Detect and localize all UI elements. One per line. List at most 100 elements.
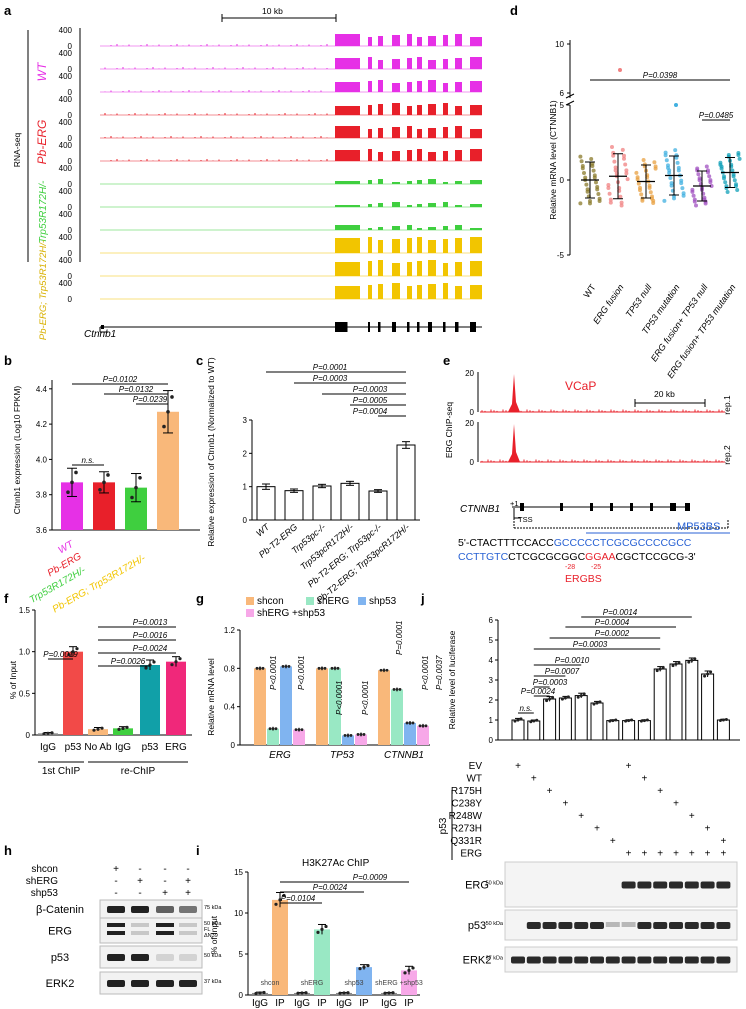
panel-f-point <box>117 727 121 731</box>
panel-i-xtick: IgG <box>252 998 268 1009</box>
panel-c-bar <box>256 486 276 521</box>
panel-f-point <box>42 732 46 736</box>
panel-j-plus: + <box>657 849 663 860</box>
panel-g-legend-swatch <box>358 597 366 605</box>
exon-peak <box>455 238 462 253</box>
exon-peak <box>443 182 448 184</box>
panel-b-pval: P=0.0132 <box>119 385 154 394</box>
exon-peak <box>407 58 412 69</box>
panel-h: h shcon + - - -shERG - + - +shp53- - + +β-CateninER… <box>4 843 222 995</box>
panel-d-point <box>590 163 595 168</box>
panel-j-point <box>703 674 707 678</box>
panel-f-bar <box>140 665 160 735</box>
blot-band <box>700 956 715 964</box>
blot-band <box>605 956 620 964</box>
exon-peak <box>368 285 372 299</box>
exon-peak <box>443 59 448 69</box>
panel-j-point <box>551 695 555 699</box>
panel-d-point <box>692 199 697 204</box>
gene-exon <box>560 503 563 511</box>
panel-d-point <box>597 199 602 204</box>
track-a-tick-0: 0 <box>68 226 73 235</box>
exon-peak <box>368 180 372 184</box>
blot-band <box>131 980 149 987</box>
exon-peak <box>378 203 383 207</box>
track-a-tick-400: 400 <box>59 279 73 288</box>
blot-band <box>526 922 541 929</box>
panel-j-plus: + <box>720 836 726 847</box>
blot-band <box>669 881 683 889</box>
panel-b-point <box>98 487 102 492</box>
seq-line-1: 5'-CTACTTTCCACCGCCCCCTCGCGCCCCGCC <box>458 537 692 549</box>
panel-j-point <box>645 718 649 722</box>
panel-c-ytick: 3 <box>243 416 248 425</box>
panel-g-point <box>336 666 340 670</box>
exon-peak <box>378 240 383 253</box>
exon-peak <box>417 285 422 299</box>
panel-d-point <box>596 192 601 197</box>
panel-j-pval: P=0.0002 <box>595 629 630 638</box>
panel-d-point <box>696 172 701 177</box>
panel-j-bar <box>637 720 651 741</box>
gene-exon <box>428 322 432 332</box>
panel-b-ylabel: Ctnnb1 expression (Log10 FPKM) <box>12 386 22 515</box>
panel-g-xlabel: CTNNB1 <box>384 750 424 761</box>
panel-i-xtick: IP <box>275 998 285 1009</box>
panel-g-point <box>343 734 347 737</box>
panel-j-plus: + <box>705 824 711 835</box>
exon-peak <box>428 60 436 69</box>
panel-h-sign: - <box>163 876 166 887</box>
panel-d-point <box>585 189 590 194</box>
panel-i-point <box>274 902 278 906</box>
panel-i-ytick: 10 <box>234 909 243 918</box>
panel-j-point <box>545 699 549 703</box>
panel-j-bar <box>527 720 541 741</box>
panel-g-legend-swatch <box>246 609 254 617</box>
panel-i-point <box>278 898 282 902</box>
track-a-tick-400: 400 <box>59 72 73 81</box>
panel-d-point <box>582 170 586 175</box>
panel-f-pval: P=0.0019 <box>43 650 78 659</box>
exon-peak <box>378 80 383 92</box>
exon-peak <box>455 286 462 299</box>
panel-h-sign: + <box>113 864 119 875</box>
panel-f-bar <box>88 729 108 735</box>
panel-d-point <box>606 185 611 190</box>
blot-band <box>107 906 125 913</box>
panel-j-plus: + <box>689 811 695 822</box>
panel-e-ytick: 20 <box>465 419 474 428</box>
panel-j-plus: + <box>705 849 711 860</box>
exon-peak <box>417 204 422 207</box>
exon-peak <box>368 228 372 230</box>
panel-j-point <box>724 717 728 721</box>
exon-peak <box>417 180 422 184</box>
exon-peak <box>470 180 482 184</box>
exon-peak <box>417 149 422 161</box>
panel-d-point <box>611 153 616 158</box>
blot-band <box>156 980 174 987</box>
panel-j-point <box>658 667 662 671</box>
blot-band <box>131 954 149 961</box>
panel-d-ytick: 0 <box>560 176 565 185</box>
track-a-tick-400: 400 <box>59 49 73 58</box>
panel-g-point <box>268 727 272 731</box>
panel-d-ytick: 6 <box>560 89 565 98</box>
track-a-tick-0: 0 <box>68 88 73 97</box>
ctnnb1-gene-model <box>99 322 482 333</box>
panel-j-ytick: 6 <box>489 616 494 625</box>
panel-j-ytick: 4 <box>489 656 494 665</box>
blot-band <box>542 922 557 929</box>
panel-b-ytick: 4.4 <box>36 385 48 394</box>
panel-g-bar <box>280 666 292 745</box>
panel-c-label: c <box>196 353 203 368</box>
panel-f-ytick: 0 <box>26 731 31 740</box>
panel-g-point <box>317 666 321 670</box>
panel-e-ytick: 0 <box>470 458 475 467</box>
panel-c-ylabel: Relative expression of Ctnnb1 (Normalize… <box>206 357 216 547</box>
panel-g-xlabel: TP53 <box>330 750 354 761</box>
exon-peak <box>443 239 448 253</box>
panel-i-pval: P=0.0104 <box>281 894 316 903</box>
panel-j-point <box>595 701 599 705</box>
track-a-tick-0: 0 <box>68 249 73 258</box>
